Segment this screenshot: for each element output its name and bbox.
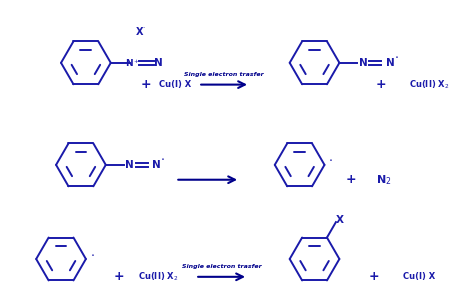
Text: $\cdot$: $\cdot$ bbox=[90, 247, 94, 261]
Text: N$_2$: N$_2$ bbox=[376, 173, 392, 187]
Text: N: N bbox=[153, 160, 161, 170]
Text: X$^{\cdot}$: X$^{\cdot}$ bbox=[135, 25, 146, 37]
Text: Cu(II) X$_2$: Cu(II) X$_2$ bbox=[138, 271, 179, 283]
Text: +: + bbox=[369, 270, 380, 283]
Text: Single electron trasfer: Single electron trasfer bbox=[184, 72, 264, 77]
Text: N$^+$: N$^+$ bbox=[125, 57, 140, 69]
Text: Cu(I) X: Cu(I) X bbox=[403, 272, 435, 281]
Text: Cu(II) X$_2$: Cu(II) X$_2$ bbox=[409, 78, 449, 91]
Text: $\cdot$: $\cdot$ bbox=[161, 152, 165, 166]
Text: N: N bbox=[154, 58, 163, 68]
Text: $\cdot$: $\cdot$ bbox=[328, 154, 333, 166]
Text: +: + bbox=[346, 173, 356, 186]
Text: N: N bbox=[125, 160, 134, 170]
Text: X: X bbox=[336, 215, 344, 225]
Text: Single electron trasfer: Single electron trasfer bbox=[182, 264, 262, 269]
Text: Cu(I) X: Cu(I) X bbox=[159, 80, 191, 89]
Text: N: N bbox=[386, 58, 395, 68]
Text: +: + bbox=[140, 78, 151, 91]
Text: +: + bbox=[376, 78, 386, 91]
Text: N: N bbox=[359, 58, 368, 68]
Text: +: + bbox=[113, 270, 124, 283]
Text: $\cdot$: $\cdot$ bbox=[394, 50, 399, 64]
